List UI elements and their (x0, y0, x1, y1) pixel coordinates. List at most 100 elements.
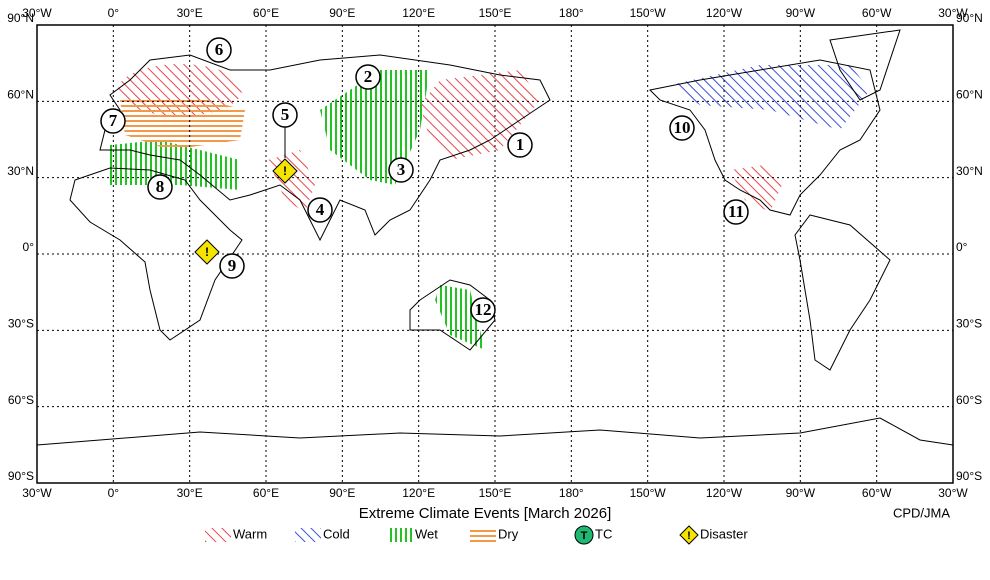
lon-label: 60°W (862, 486, 892, 500)
disaster-marker: ! (194, 239, 220, 265)
lon-label: 60°E (253, 486, 279, 500)
lon-label: 120°W (706, 486, 743, 500)
lat-label: 30°S (8, 317, 34, 331)
lat-label: 90°N (7, 11, 34, 25)
event-marker: 2 (355, 64, 381, 90)
lat-label: 60°S (8, 393, 34, 407)
legend-item: Warm (205, 526, 267, 542)
lon-label: 150°E (479, 486, 512, 500)
legend-swatch (295, 528, 321, 542)
event-number: 2 (364, 67, 373, 86)
legend-label: Cold (323, 526, 350, 541)
event-number: 10 (674, 118, 691, 137)
legend-icon-text: ! (687, 530, 691, 542)
lat-label: 30°N (956, 164, 983, 178)
event-marker: 5 (272, 102, 298, 128)
legend-item: ! Disaster (679, 525, 748, 545)
lon-label: 0° (108, 6, 120, 20)
eurasia (99, 54, 551, 242)
lon-label: 0° (108, 486, 120, 500)
legend-swatch (470, 528, 496, 542)
lon-label: 30°E (177, 486, 203, 500)
lon-label: 30°W (938, 6, 968, 20)
event-number: 11 (728, 202, 744, 221)
wet-area (320, 70, 430, 185)
event-circle (307, 197, 333, 223)
event-marker: 11 (723, 199, 749, 225)
legend-icon-text: T (581, 530, 588, 542)
dry-area (120, 98, 245, 150)
legend-icon (574, 525, 594, 545)
lon-label: 120°E (402, 486, 435, 500)
event-marker: 12 (470, 297, 496, 323)
lon-label: 30°E (177, 6, 203, 20)
lon-label: 150°E (479, 6, 512, 20)
lat-label: 30°S (956, 317, 982, 331)
event-number: 6 (215, 40, 224, 59)
legend-swatch (205, 528, 231, 542)
lon-label: 120°E (402, 6, 435, 20)
event-marker: 8 (147, 174, 173, 200)
event-circle (388, 157, 414, 183)
event-number: 3 (397, 160, 406, 179)
event-circle (100, 108, 126, 134)
lat-label: 60°N (956, 88, 983, 102)
event-marker: 4 (307, 197, 333, 223)
lon-label: 90°W (786, 6, 816, 20)
north-america (648, 59, 881, 216)
legend-label: Wet (415, 526, 438, 541)
lat-label: 0° (956, 240, 968, 254)
event-marker: 9 (219, 253, 245, 279)
event-number: 9 (228, 256, 237, 275)
antarctica (36, 417, 954, 446)
event-circle (723, 199, 749, 225)
legend-item: Dry (470, 526, 519, 542)
africa (69, 167, 243, 341)
event-marker: 3 (388, 157, 414, 183)
event-circle (669, 115, 695, 141)
legend-label: Dry (498, 526, 519, 541)
event-circle (147, 174, 173, 200)
event-number: 12 (475, 300, 492, 319)
lon-label: 60°W (862, 6, 892, 20)
legend-item: T TC (574, 525, 612, 545)
event-number: 1 (516, 135, 525, 154)
disaster-mark: ! (205, 245, 209, 259)
lat-label: 60°S (956, 393, 982, 407)
event-circle (507, 132, 533, 158)
event-number: 7 (109, 111, 118, 130)
legend-icon (679, 525, 699, 545)
disaster-marker: ! (272, 158, 298, 184)
map-title: Extreme Climate Events [March 2026] (359, 505, 612, 522)
south-america (794, 214, 891, 371)
event-circle (470, 297, 496, 323)
lat-label: 60°N (7, 88, 34, 102)
lon-label: 150°W (630, 486, 667, 500)
lat-label: 30°N (7, 164, 34, 178)
lon-label: 30°W (22, 486, 52, 500)
event-circle (272, 102, 298, 128)
event-number: 8 (156, 177, 165, 196)
lon-label: 180° (559, 486, 584, 500)
legend-swatch (387, 528, 413, 542)
event-number: 4 (316, 200, 325, 219)
disaster-icon (194, 239, 220, 265)
event-circle (206, 37, 232, 63)
lon-label: 30°W (938, 486, 968, 500)
cold-area (670, 65, 870, 130)
australia (409, 279, 496, 351)
lat-label: 90°S (956, 469, 982, 483)
lon-label: 90°E (329, 6, 355, 20)
lon-label: 90°E (329, 486, 355, 500)
lat-label: 90°S (8, 469, 34, 483)
legend-label: TC (595, 526, 612, 541)
legend-item: Wet (387, 526, 438, 542)
lon-label: 180° (559, 6, 584, 20)
warm-area (730, 165, 782, 212)
event-number: 5 (281, 105, 290, 124)
disaster-icon (272, 158, 298, 184)
legend-label: Warm (233, 526, 267, 541)
greenland (829, 29, 901, 101)
event-marker: 6 (206, 37, 232, 63)
